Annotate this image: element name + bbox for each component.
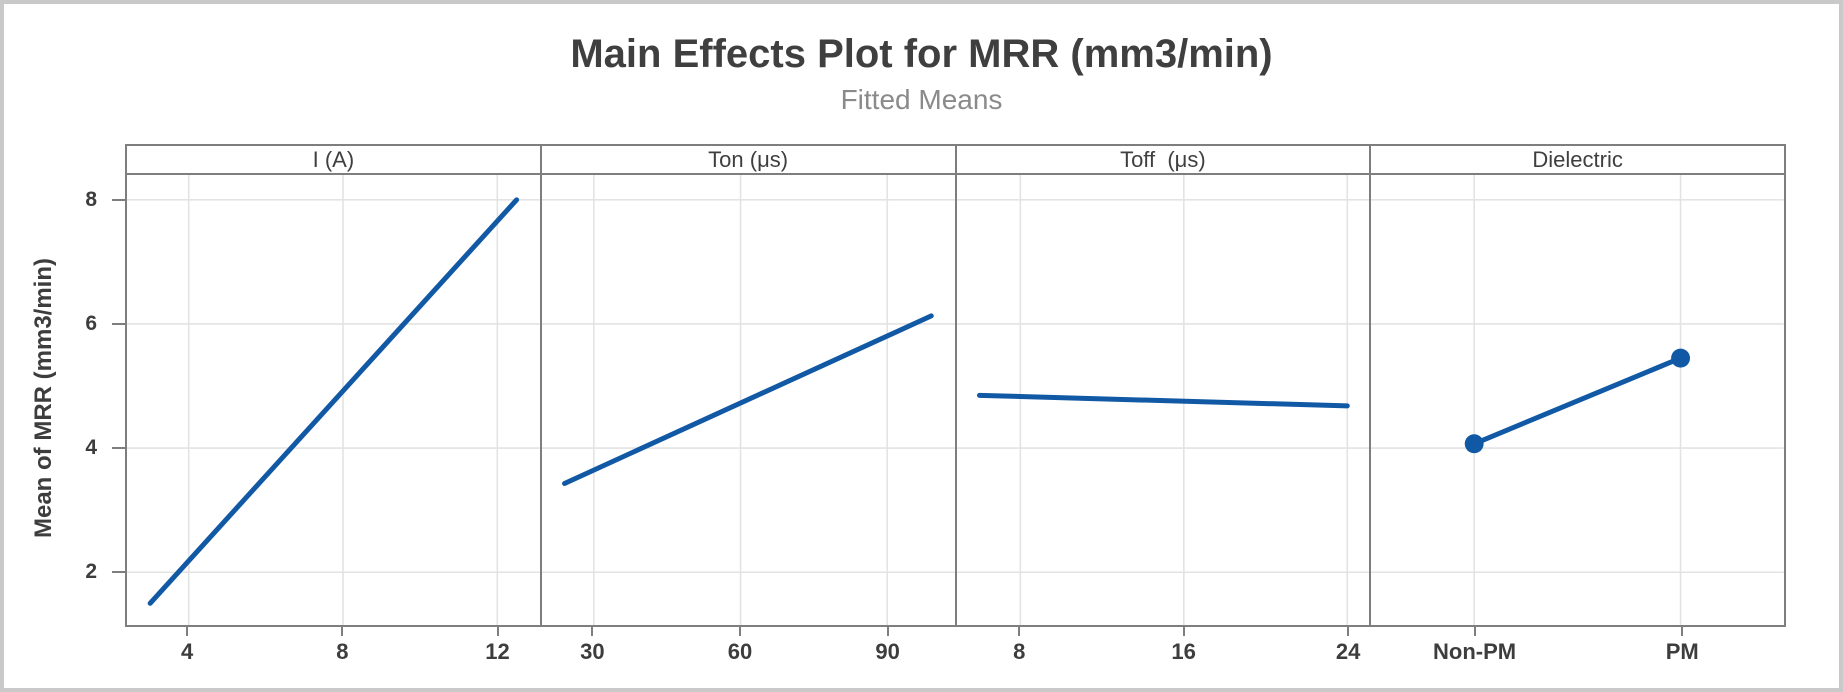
- series-line: [561, 313, 934, 486]
- series-line: [976, 392, 1350, 409]
- x-tick-label: 60: [727, 639, 753, 664]
- panel-xaxis-2: 30 60 90: [540, 627, 955, 687]
- y-tick-mark: [112, 322, 125, 325]
- panel-plot-4: [1371, 175, 1784, 625]
- x-tick-label: 16: [1171, 639, 1196, 664]
- x-tick-mark: [186, 627, 189, 636]
- series-line: [147, 197, 520, 606]
- x-tick-label: 30: [580, 639, 605, 664]
- panel-plot-3: [956, 175, 1372, 625]
- panel-svg-3: [956, 175, 1370, 625]
- panel-header-2: Ton (μs): [542, 146, 957, 173]
- y-axis-ticks: 2 4 6 8: [4, 4, 125, 688]
- panel-header-4: Dielectric: [1532, 146, 1623, 172]
- panel-xaxis-4: Non-PM PM: [1371, 627, 1786, 687]
- y-tick-label: 2: [85, 560, 97, 584]
- series-marker: [1671, 348, 1691, 368]
- panels-grid: I (A) Ton (μs) Toff (μs) Dielectric 4 8 12 30 6…: [125, 144, 1786, 687]
- x-tick-label: Non-PM: [1433, 639, 1517, 664]
- panel-plot-1: [127, 175, 542, 625]
- x-tick-mark: [496, 627, 499, 636]
- panel-xaxis-3: 8 16 24: [956, 627, 1371, 687]
- series-marker: [1464, 434, 1484, 454]
- panel-header-row: I (A) Ton (μs) Toff (μs) Dielectric: [125, 144, 1786, 175]
- panel-xaxis-1: 4 8 12: [125, 627, 540, 687]
- x-tick-label: 8: [1013, 639, 1026, 664]
- x-tick-mark: [1018, 627, 1021, 636]
- x-tick-label: PM: [1665, 639, 1699, 664]
- y-tick-mark: [112, 447, 125, 450]
- x-tick-mark: [1473, 627, 1476, 636]
- x-tick-mark: [1347, 627, 1350, 636]
- panel-header-3: Toff (μs): [957, 146, 1372, 173]
- x-tick-label: 4: [180, 639, 194, 664]
- x-tick-mark: [739, 627, 741, 636]
- y-tick-label: 4: [85, 436, 97, 460]
- x-tick-mark: [886, 627, 889, 636]
- x-tick-label: 90: [875, 639, 900, 664]
- series-line: [1471, 355, 1684, 447]
- panel-svg-1: [127, 175, 540, 625]
- x-tick-label: 12: [485, 639, 510, 664]
- panel-plot-row: [125, 175, 1786, 627]
- x-tick-mark: [1681, 627, 1684, 636]
- x-tick-label: 8: [336, 639, 349, 664]
- x-tick-mark: [341, 627, 344, 636]
- y-tick-mark: [112, 571, 125, 574]
- y-tick-mark: [112, 198, 125, 201]
- panel-svg-4: [1371, 175, 1784, 625]
- panel-svg-2: [541, 175, 955, 625]
- x-tick-mark: [591, 627, 594, 636]
- x-tick-label: 24: [1335, 639, 1361, 664]
- panel-plot-2: [541, 175, 957, 625]
- chart-subtitle: Fitted Means: [840, 84, 1003, 115]
- y-tick-label: 8: [85, 187, 97, 211]
- x-tick-mark: [1182, 627, 1185, 636]
- chart-title: Main Effects Plot for MRR (mm3/min): [570, 32, 1273, 76]
- panel-xaxis-row: 4 8 12 30 60 90 8 16 24 Non-PM PM: [125, 627, 1786, 687]
- y-tick-label: 6: [85, 311, 97, 335]
- panel-header-1: I (A): [127, 146, 542, 173]
